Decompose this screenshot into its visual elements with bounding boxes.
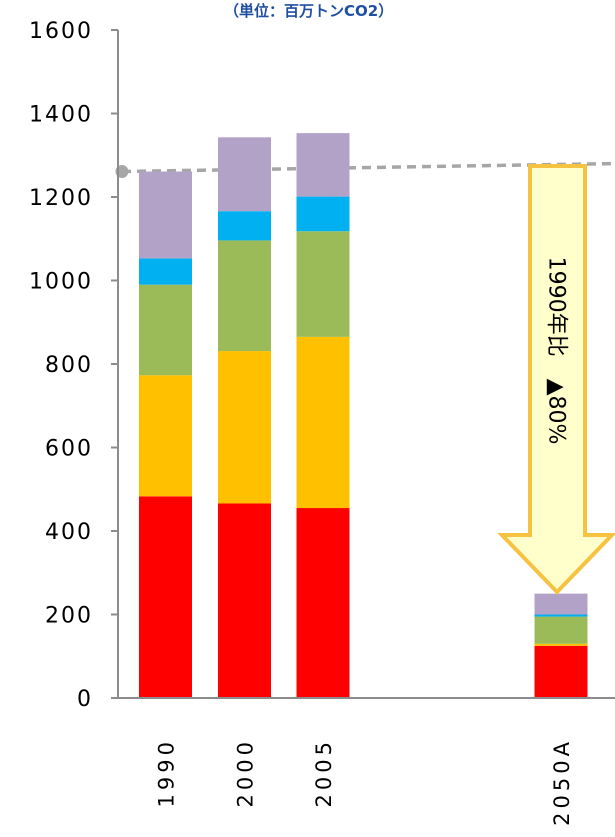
y-tick-label: 400	[45, 520, 93, 545]
x-category-label: 2050A	[550, 738, 574, 826]
y-tick-label: 200	[45, 604, 93, 629]
bar-segment	[296, 231, 350, 337]
bar-segment	[296, 508, 350, 698]
bar-segment	[534, 643, 588, 646]
y-tick-label: 1000	[29, 270, 93, 295]
bar-segment	[218, 137, 271, 212]
bar-segment	[296, 336, 350, 509]
y-tick-label: 1200	[29, 186, 93, 211]
bar-segment	[218, 351, 271, 504]
y-tick-label: 1600	[29, 19, 93, 44]
bar-segment	[139, 171, 192, 259]
x-category-label: 2000	[234, 738, 258, 807]
bar-segment	[139, 375, 192, 497]
y-tick-label: 1400	[29, 103, 93, 128]
reduction-arrow	[497, 164, 615, 595]
bar-segment	[218, 240, 271, 352]
y-tick-label: 600	[45, 437, 93, 462]
bar-segment	[139, 284, 192, 376]
reduction-label: 1990年比 ▲80%	[544, 257, 569, 445]
y-tick-label: 800	[45, 353, 93, 378]
bar-segment	[296, 196, 350, 232]
x-category-label: 2005	[312, 738, 336, 807]
bar-segment	[139, 496, 192, 698]
bar-segment	[534, 616, 588, 644]
bar-segment	[218, 503, 271, 698]
bar-segment	[534, 614, 588, 617]
bar-segment	[218, 211, 271, 241]
x-category-label: 1990	[155, 738, 179, 807]
bar-segment	[534, 645, 588, 698]
bar-segment	[296, 133, 350, 197]
y-tick-label: 0	[77, 687, 93, 712]
bar-segment	[139, 258, 192, 285]
bar-segment	[534, 593, 588, 615]
chart-title: （単位：百万トンCO2）	[224, 2, 393, 20]
